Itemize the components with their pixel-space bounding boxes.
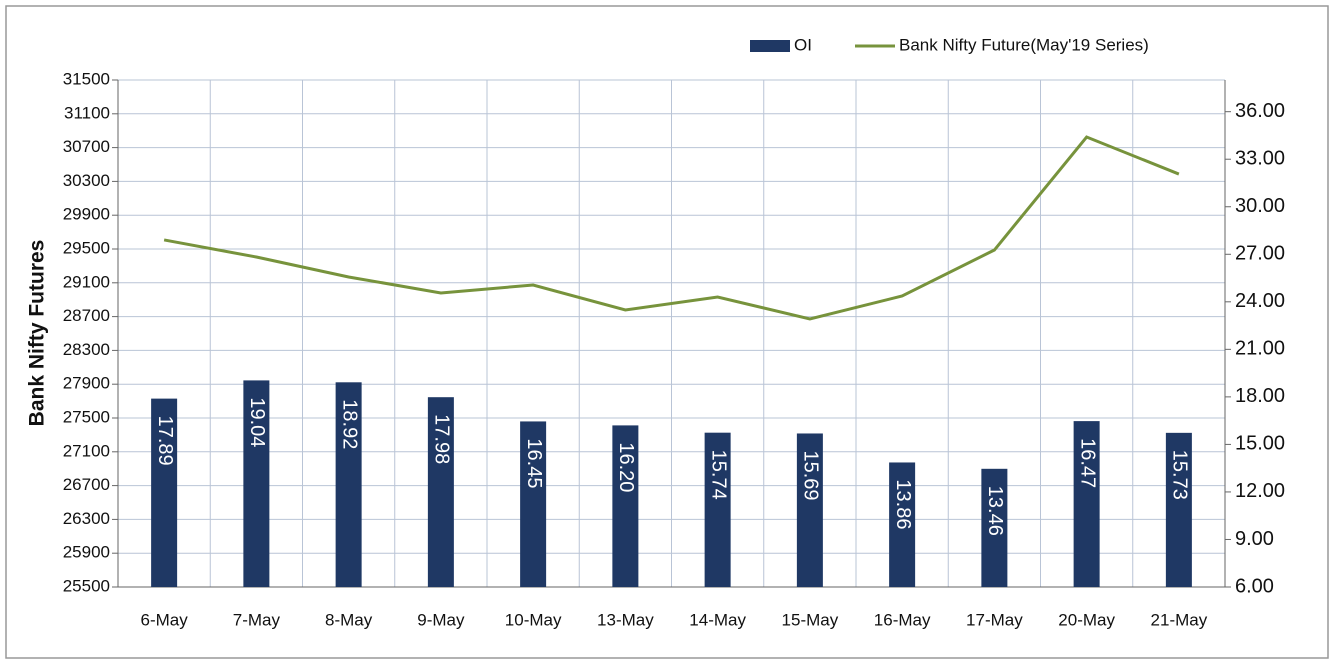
x-tick-label: 14-May [689, 610, 746, 629]
bar [151, 398, 178, 587]
bar [612, 425, 639, 587]
x-tick-label: 7-May [233, 610, 281, 629]
x-tick-label: 13-May [597, 610, 654, 629]
y-tick-label: 26300 [63, 509, 110, 528]
x-tick-label: 10-May [505, 610, 562, 629]
y2-tick-label: 6.00 [1235, 575, 1274, 597]
line-series [163, 135, 1180, 321]
y-tick-label: 27100 [63, 441, 110, 460]
bar [243, 380, 270, 587]
y2-tick-label: 18.00 [1235, 385, 1285, 407]
y2-tick-label: 24.00 [1235, 290, 1285, 312]
x-tick-label: 17-May [966, 610, 1023, 629]
y-tick-label: 25500 [63, 576, 110, 595]
bar-value-label: 16.47 [1076, 438, 1098, 488]
y-tick-label: 27900 [63, 374, 110, 393]
y-tick-label: 28300 [63, 340, 110, 359]
y2-tick-label: 36.00 [1235, 100, 1285, 122]
bar-value-label: 17.98 [431, 414, 453, 464]
bar [889, 462, 916, 587]
y2-tick-label: 30.00 [1235, 195, 1285, 217]
legend-label: Bank Nifty Future(May'19 Series) [899, 35, 1149, 54]
x-tick-label: 9-May [417, 610, 465, 629]
x-tick-label: 16-May [874, 610, 931, 629]
bar [1073, 421, 1100, 587]
y-tick-label: 30700 [63, 137, 110, 156]
bar [796, 433, 823, 587]
y2-tick-label: 33.00 [1235, 148, 1285, 170]
bar [335, 382, 362, 587]
y2-tick-label: 9.00 [1235, 528, 1274, 550]
y-axis-title: Bank Nifty Futures [26, 240, 49, 427]
y2-tick-label: 12.00 [1235, 480, 1285, 502]
legend-swatch [750, 40, 790, 52]
y-tick-label: 31500 [63, 69, 110, 88]
x-tick-label: 8-May [325, 610, 373, 629]
y-tick-label: 30300 [63, 171, 110, 190]
bar [1165, 432, 1192, 587]
bar-value-label: 15.74 [707, 450, 729, 500]
y2-tick-label: 27.00 [1235, 243, 1285, 265]
y2-tick-label: 21.00 [1235, 338, 1285, 360]
y-tick-label: 31100 [64, 103, 110, 122]
bar-value-label: 13.86 [892, 479, 914, 529]
bar [427, 397, 454, 587]
bar-value-label: 16.20 [615, 442, 637, 492]
bar-value-label: 16.45 [523, 438, 545, 488]
bar-value-label: 18.92 [338, 399, 360, 449]
y-tick-label: 27500 [63, 407, 110, 426]
bar-value-label: 15.69 [800, 450, 822, 500]
bar-value-label: 15.73 [1169, 450, 1191, 500]
x-tick-label: 15-May [782, 610, 839, 629]
y2-tick-label: 15.00 [1235, 433, 1285, 455]
legend-label: OI [794, 35, 812, 54]
bar [520, 421, 547, 587]
y-tick-label: 29900 [63, 205, 110, 224]
chart-frame [5, 5, 1329, 659]
y-tick-label: 29100 [63, 272, 110, 291]
y-tick-label: 26700 [63, 475, 110, 494]
bar [704, 432, 731, 587]
bar-value-label: 13.46 [984, 486, 1006, 536]
y-tick-label: 28700 [63, 306, 110, 325]
y-tick-label: 25900 [63, 543, 110, 562]
bar [981, 468, 1008, 587]
bar-value-label: 17.89 [154, 416, 176, 466]
x-tick-label: 20-May [1058, 610, 1115, 629]
y-tick-label: 29500 [63, 238, 110, 257]
x-tick-label: 6-May [141, 610, 189, 629]
x-tick-label: 21-May [1151, 610, 1208, 629]
bar-value-label: 19.04 [246, 397, 268, 447]
